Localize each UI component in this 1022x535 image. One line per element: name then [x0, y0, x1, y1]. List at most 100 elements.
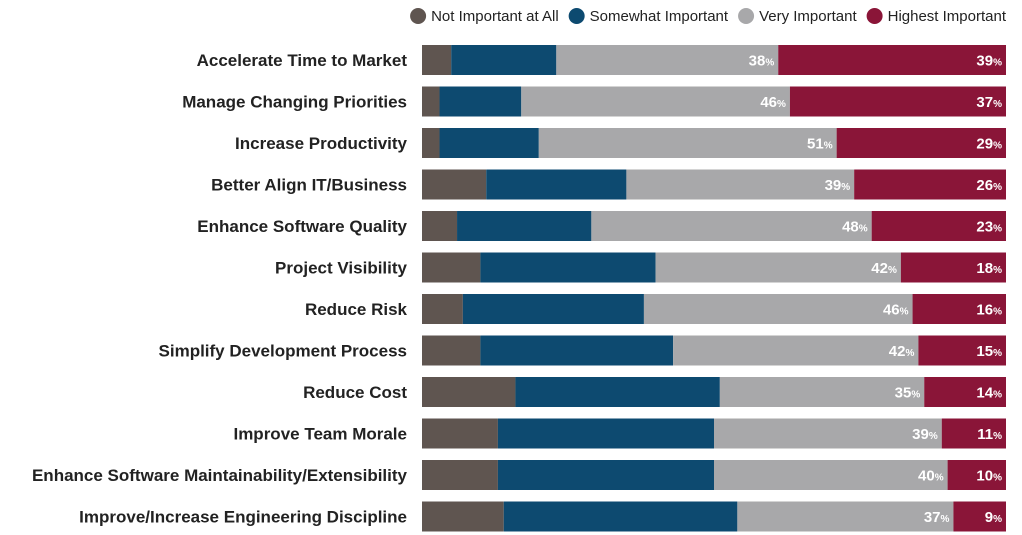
category-label: Accelerate Time to Market: [197, 51, 408, 70]
legend-swatch: [866, 8, 883, 24]
legend-label: Very Important: [759, 8, 857, 25]
bar-segment: [643, 294, 913, 324]
category-label: Improve/Increase Engineering Discipline: [79, 508, 407, 527]
data-label: 9%: [985, 509, 1002, 526]
bar-segment: [719, 377, 925, 407]
bar-segment: [422, 169, 487, 200]
legend-item: Highest Important: [866, 8, 1007, 25]
bar-segment: [422, 252, 481, 283]
data-label: 38%: [749, 53, 775, 70]
bar-segment: [451, 45, 557, 75]
data-label: 16%: [976, 302, 1002, 319]
bar-segment: [556, 45, 779, 75]
data-label: 35%: [895, 385, 921, 402]
bar-segment: [836, 128, 1006, 158]
bar-segment: [912, 294, 1006, 324]
bar-segment: [871, 211, 1006, 241]
data-label: 15%: [976, 343, 1002, 360]
bar-segment: [422, 335, 481, 366]
bar-segment: [457, 211, 592, 241]
data-label: 39%: [825, 177, 851, 194]
data-label: 39%: [976, 53, 1002, 70]
data-label: 39%: [912, 426, 938, 443]
data-label: 29%: [976, 136, 1002, 153]
bar-segment: [626, 169, 855, 200]
bar-segment: [714, 460, 948, 490]
category-label: Reduce Risk: [305, 300, 408, 319]
legend-swatch: [568, 8, 585, 24]
bar-segment: [953, 501, 1006, 532]
bar-segment: [422, 377, 516, 407]
data-label: 46%: [760, 94, 786, 111]
data-label: 11%: [977, 426, 1002, 443]
data-label: 14%: [976, 385, 1002, 402]
bar-segment: [422, 86, 440, 117]
category-label: Enhance Software Maintainability/Extensi…: [32, 466, 408, 485]
bar-segment: [422, 45, 452, 75]
bar-segment: [714, 418, 942, 449]
bar-segment: [673, 335, 919, 366]
bar-segment: [947, 460, 1006, 490]
bar-segment: [439, 86, 522, 117]
legend-swatch: [410, 8, 427, 24]
data-label: 42%: [871, 260, 897, 277]
bar-segment: [422, 418, 498, 449]
bars: [422, 45, 1006, 532]
data-label: 51%: [807, 136, 833, 153]
category-label: Manage Changing Priorities: [182, 93, 407, 112]
bar-segment: [778, 45, 1006, 75]
bar-segment: [497, 460, 714, 490]
bar-segment: [924, 377, 1006, 407]
bar-segment: [486, 169, 627, 200]
legend-label: Somewhat Important: [590, 8, 729, 25]
bar-segment: [462, 294, 644, 324]
bar-segment: [422, 460, 498, 490]
bar-segment: [422, 128, 440, 158]
bar-segment: [538, 128, 837, 158]
legend-label: Highest Important: [888, 8, 1007, 25]
data-label: 37%: [976, 94, 1002, 111]
bar-segment: [854, 169, 1006, 200]
bar-segment: [503, 501, 738, 532]
bar-segment: [422, 501, 504, 532]
legend-item: Somewhat Important: [568, 8, 729, 25]
bar-segment: [422, 294, 463, 324]
bar-segment: [789, 86, 1006, 117]
data-label: 40%: [918, 468, 944, 485]
data-label: 42%: [889, 343, 915, 360]
category-label: Project Visibility: [275, 259, 408, 278]
bar-segment: [439, 128, 539, 158]
bar-segment: [655, 252, 901, 283]
bar-segment: [737, 501, 954, 532]
bar-segment: [497, 418, 714, 449]
bar-segment: [480, 252, 656, 283]
data-label: 48%: [842, 219, 868, 236]
bar-segment: [422, 211, 458, 241]
legend-swatch: [738, 8, 755, 24]
legend-item: Not Important at All: [410, 8, 559, 25]
category-label: Enhance Software Quality: [197, 217, 407, 236]
bar-segment: [941, 418, 1006, 449]
category-label: Better Align IT/Business: [211, 176, 407, 195]
legend-item: Very Important: [738, 8, 857, 25]
category-label: Reduce Cost: [303, 383, 407, 402]
bar-segment: [480, 335, 674, 366]
bar-segment: [918, 335, 1006, 366]
category-label: Improve Team Morale: [233, 425, 407, 444]
data-label: 46%: [883, 302, 909, 319]
chart-legend: Not Important at All Somewhat Important Ve…: [410, 8, 1007, 25]
data-label: 37%: [924, 509, 950, 526]
bar-segment: [521, 86, 790, 117]
category-labels: Accelerate Time to Market Manage Changing…: [32, 51, 408, 527]
data-label: 26%: [976, 177, 1002, 194]
data-label: 23%: [976, 219, 1002, 236]
data-label: 10%: [976, 468, 1002, 485]
bar-segment: [900, 252, 1006, 283]
legend-label: Not Important at All: [431, 8, 559, 25]
data-label: 18%: [976, 260, 1002, 277]
bar-segment: [515, 377, 720, 407]
value-labels: 38% 39% 46% 37% 51% 29% 39% 26% 48% 23% 42% 18% 46% 1…: [749, 53, 1002, 527]
category-label: Simplify Development Process: [159, 342, 407, 361]
category-label: Increase Productivity: [235, 134, 408, 153]
